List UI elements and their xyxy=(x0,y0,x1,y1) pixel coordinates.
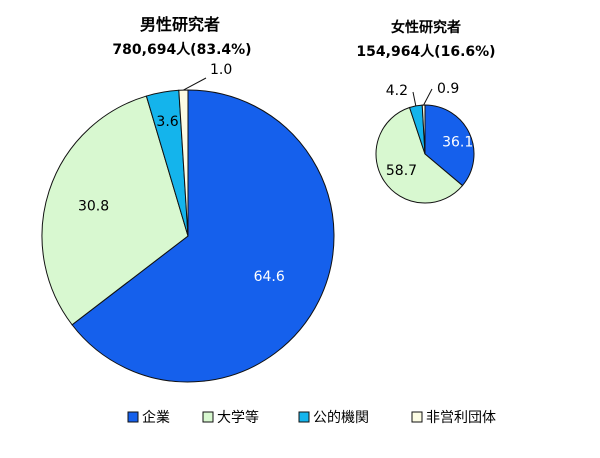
pie-female-label-daigaku: 58.7 xyxy=(386,163,417,179)
pie-male: 男性研究者 780,694人(83.4%) 64.6 30.8 3.6 1.0 xyxy=(41,15,335,383)
legend-item-hieiri: 非営利団体 xyxy=(411,410,496,426)
pie-female-slice-daigaku xyxy=(375,106,464,204)
pie-female-label-kigyo: 36.1 xyxy=(442,135,473,151)
pie-female-title: 女性研究者 xyxy=(391,19,461,36)
pie-female-label-hieiri: 0.9 xyxy=(437,81,459,97)
pie-female-leader-koteki xyxy=(412,91,417,106)
legend-swatch-daigaku xyxy=(202,411,214,423)
legend-item-kigyo: 企業 xyxy=(127,409,170,426)
legend-swatch-kigyo xyxy=(127,411,139,423)
legend-item-daigaku: 大学等 xyxy=(202,409,259,426)
legend: 企業 大学等 公的機関 非営利団体 xyxy=(127,409,496,426)
pie-female: 女性研究者 154,964人(16.6%) 36.1 58.7 4.2 0.9 xyxy=(356,19,496,204)
legend-label-koteki: 公的機関 xyxy=(313,410,369,426)
pie-male-label-kigyo: 64.6 xyxy=(254,269,285,285)
pie-female-subtitle: 154,964人(16.6%) xyxy=(356,43,495,60)
pie-female-leader-hieiri xyxy=(423,88,433,106)
pie-male-title: 男性研究者 xyxy=(140,15,220,34)
pie-male-slice-daigaku xyxy=(41,95,189,326)
pie-male-slice-kigyo xyxy=(71,89,335,383)
pie-male-label-koteki: 3.6 xyxy=(156,114,178,130)
legend-label-kigyo: 企業 xyxy=(142,409,170,426)
legend-label-hieiri: 非営利団体 xyxy=(426,410,496,426)
legend-item-koteki: 公的機関 xyxy=(298,410,369,426)
legend-label-daigaku: 大学等 xyxy=(217,409,259,426)
pie-female-label-koteki: 4.2 xyxy=(386,83,408,99)
pie-male-subtitle: 780,694人(83.4%) xyxy=(112,41,251,58)
pie-female-slice-kigyo xyxy=(424,104,475,187)
pie-male-label-daigaku: 30.8 xyxy=(78,198,109,214)
pie-male-label-hieiri: 1.0 xyxy=(210,62,232,78)
legend-swatch-hieiri xyxy=(411,411,423,423)
pie-male-leader-hieiri xyxy=(183,77,207,91)
legend-swatch-koteki xyxy=(298,411,310,423)
